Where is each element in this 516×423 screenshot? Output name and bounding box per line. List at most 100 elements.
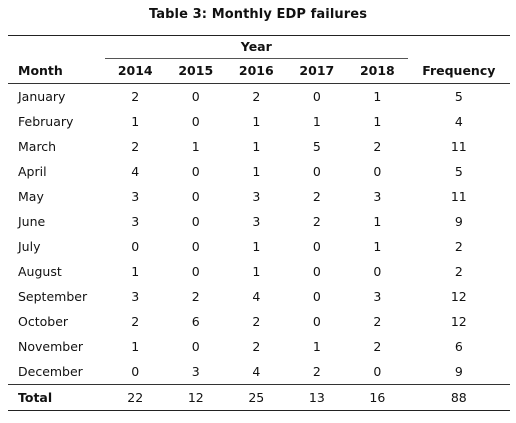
cell-month: February xyxy=(18,114,74,129)
column-header-2016: 2016 xyxy=(226,58,287,84)
total-2015: 12 xyxy=(165,384,227,411)
table-row: July 0 0 1 0 1 2 xyxy=(8,234,510,259)
table-row: August 1 0 1 0 0 2 xyxy=(8,259,510,284)
table-caption: Table 3: Monthly EDP failures xyxy=(148,7,368,22)
table-row: June 3 0 3 2 1 9 xyxy=(8,209,510,234)
column-header-2017: 2017 xyxy=(286,58,348,84)
cell-2018: 2 xyxy=(373,139,382,154)
header-row: Month 2014 2015 2016 2017 2018 Frequency xyxy=(8,58,510,84)
cell-2016: 3 xyxy=(252,214,261,229)
cell-2017: 0 xyxy=(312,164,321,179)
cell-month: April xyxy=(18,164,47,179)
cell-2014: 1 xyxy=(131,339,140,354)
cell-2018: 1 xyxy=(373,214,382,229)
total-2018: 16 xyxy=(347,384,408,411)
cell-2016: 4 xyxy=(252,364,261,379)
cell-month: January xyxy=(18,89,66,104)
cell-2014: 0 xyxy=(131,239,140,254)
cell-2016: 1 xyxy=(252,114,261,129)
cell-month: May xyxy=(18,189,44,204)
total-2014: 22 xyxy=(104,384,166,411)
cell-2014: 3 xyxy=(131,189,140,204)
cell-2018: 0 xyxy=(373,264,382,279)
table-row: April 4 0 1 0 0 5 xyxy=(8,159,510,184)
cell-2018: 2 xyxy=(373,314,382,329)
header-group-row: Year xyxy=(8,35,510,59)
total-frequency: 88 xyxy=(407,384,510,411)
total-label: Total xyxy=(8,384,105,411)
cell-2017: 2 xyxy=(312,364,321,379)
cell-2015: 0 xyxy=(191,189,200,204)
cell-2015: 6 xyxy=(191,314,200,329)
cell-2018: 0 xyxy=(373,164,382,179)
cell-2016: 2 xyxy=(252,339,261,354)
column-header-month: Month xyxy=(8,58,105,84)
table-row: May 3 0 3 2 3 11 xyxy=(8,184,510,209)
table-row: February 1 0 1 1 1 4 xyxy=(8,109,510,134)
table-row: March 2 1 1 5 2 11 xyxy=(8,134,510,159)
cell-2014: 1 xyxy=(131,114,140,129)
cell-2014: 0 xyxy=(131,364,140,379)
cell-frequency: 11 xyxy=(450,189,467,204)
cell-2015: 0 xyxy=(191,264,200,279)
cell-2015: 0 xyxy=(191,114,200,129)
cell-2014: 2 xyxy=(131,139,140,154)
cell-frequency: 6 xyxy=(454,339,463,354)
cell-2014: 3 xyxy=(131,289,140,304)
cell-2017: 0 xyxy=(312,239,321,254)
table-row: December 0 3 4 2 0 9 xyxy=(8,359,510,385)
cell-month: June xyxy=(18,214,46,229)
total-2016: 25 xyxy=(226,384,287,411)
column-header-frequency: Frequency xyxy=(407,58,510,84)
cell-2018: 0 xyxy=(373,364,382,379)
cell-month: August xyxy=(18,264,62,279)
cell-2014: 1 xyxy=(131,264,140,279)
cell-2017: 0 xyxy=(312,289,321,304)
cell-2018: 1 xyxy=(373,239,382,254)
cell-2017: 0 xyxy=(312,89,321,104)
cell-2015: 3 xyxy=(191,364,200,379)
cell-2016: 3 xyxy=(252,189,261,204)
cell-frequency: 12 xyxy=(450,314,467,329)
cell-2017: 1 xyxy=(312,114,321,129)
cell-2016: 2 xyxy=(252,89,261,104)
cell-2015: 0 xyxy=(191,339,200,354)
header-blank-cell xyxy=(407,35,510,59)
cell-frequency: 2 xyxy=(454,239,463,254)
cell-2015: 0 xyxy=(191,239,200,254)
total-row: Total 22 12 25 13 16 88 xyxy=(8,384,510,411)
cell-month: July xyxy=(18,239,41,254)
cell-frequency: 4 xyxy=(454,114,463,129)
cell-month: September xyxy=(18,289,88,304)
cell-2016: 4 xyxy=(252,289,261,304)
header-blank-cell xyxy=(8,35,105,59)
cell-2014: 4 xyxy=(131,164,140,179)
cell-frequency: 12 xyxy=(450,289,467,304)
cell-2018: 3 xyxy=(373,289,382,304)
cell-2018: 2 xyxy=(373,339,382,354)
table-row: January 2 0 2 0 1 5 xyxy=(8,84,510,110)
table-row: September 3 2 4 0 3 12 xyxy=(8,284,510,309)
column-header-2014: 2014 xyxy=(104,58,166,84)
cell-2015: 2 xyxy=(191,289,200,304)
cell-2016: 2 xyxy=(252,314,261,329)
cell-2018: 1 xyxy=(373,89,382,104)
cell-month: October xyxy=(18,314,69,329)
column-header-2018: 2018 xyxy=(347,58,408,84)
cell-2015: 1 xyxy=(191,139,200,154)
table-body: January 2 0 2 0 1 5 February 1 0 1 1 1 4 March 2 1 1 5 2 11 A… xyxy=(8,84,510,385)
cell-2016: 1 xyxy=(252,139,261,154)
cell-2014: 2 xyxy=(131,89,140,104)
cell-2017: 1 xyxy=(312,339,321,354)
cell-2016: 1 xyxy=(252,264,261,279)
edp-failures-table: Year Month 2014 2015 2016 2017 2018 Freq… xyxy=(8,35,510,411)
cell-month: December xyxy=(18,364,83,379)
cell-2018: 3 xyxy=(373,189,382,204)
cell-2017: 5 xyxy=(312,139,321,154)
cell-frequency: 9 xyxy=(454,214,463,229)
cell-2015: 0 xyxy=(191,214,200,229)
cell-2017: 2 xyxy=(312,189,321,204)
cell-frequency: 11 xyxy=(450,139,467,154)
cell-month: March xyxy=(18,139,57,154)
